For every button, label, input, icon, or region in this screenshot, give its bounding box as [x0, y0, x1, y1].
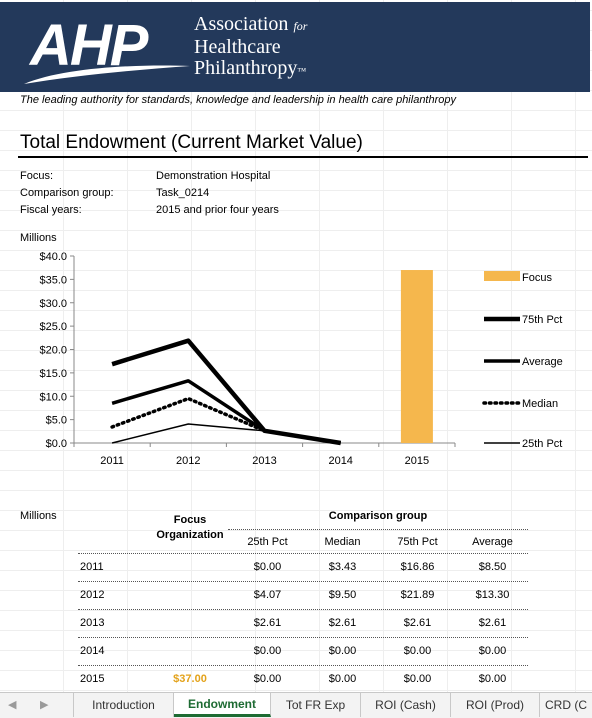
row-year: 2011: [80, 561, 104, 573]
focus-org-header: Focus Organization: [150, 513, 230, 543]
y-tick-label: $20.0: [39, 345, 67, 357]
x-tick-label: 2015: [405, 455, 429, 467]
row-divider: [78, 665, 528, 666]
legend-label-75th-pct: 75th Pct: [522, 314, 562, 326]
meta-focus-label: Focus:: [20, 170, 54, 182]
scroll-tabs-right-icon[interactable]: ▶: [40, 699, 49, 711]
comparison-value: $0.00: [403, 645, 432, 657]
y-tick-label: $15.0: [39, 368, 67, 380]
comparison-value: $8.50: [478, 561, 507, 573]
page-title: Total Endowment (Current Market Value): [20, 132, 363, 153]
comparison-value: $16.86: [400, 561, 435, 573]
legend-label-focus: Focus: [522, 272, 552, 284]
focus-header-line-2: Organization: [156, 529, 224, 541]
comparison-value: $0.00: [328, 645, 357, 657]
row-divider: [78, 609, 528, 610]
series-line-25th-pct: [111, 423, 341, 444]
comparison-group-header: Comparison group: [328, 510, 428, 522]
table-units-label: Millions: [20, 510, 57, 522]
y-tick-label: $5.0: [46, 415, 67, 427]
y-tick-label: $35.0: [39, 274, 67, 286]
comparison-value: $2.61: [403, 617, 432, 629]
comparison-value: $0.00: [478, 645, 507, 657]
comparison-value: $0.00: [253, 673, 282, 685]
row-year: 2013: [80, 617, 105, 629]
y-tick-label: $25.0: [39, 321, 67, 333]
logo-tm: ™: [297, 66, 307, 76]
group-header-rule: [228, 529, 528, 530]
column-header: 25th Pct: [247, 536, 288, 548]
legend-label-average: Average: [522, 356, 563, 368]
row-divider: [78, 637, 528, 638]
logo-line-1: Association: [194, 13, 289, 35]
y-tick-label: $10.0: [39, 391, 67, 403]
row-year: 2015: [80, 673, 105, 685]
legend-label-median: Median: [522, 398, 558, 410]
row-year: 2014: [80, 645, 105, 657]
sheet-tab-introduction[interactable]: Introduction: [74, 693, 174, 717]
logo-line-2: Healthcare: [194, 36, 281, 58]
comparison-value: $2.61: [253, 617, 282, 629]
comparison-value: $2.61: [328, 617, 357, 629]
comparison-value: $3.43: [328, 561, 357, 573]
x-tick-label: 2011: [100, 455, 124, 467]
chart-units-label: Millions: [20, 232, 57, 244]
logo-line-1-for: for: [293, 19, 308, 33]
focus-header-line-1: Focus: [173, 514, 207, 526]
comparison-value: $21.89: [400, 589, 435, 601]
meta-years-label: Fiscal years:: [20, 204, 82, 216]
sheet-tab-tot-fr-exp[interactable]: Tot FR Exp: [271, 693, 361, 717]
legend-label-25th-pct: 25th Pct: [522, 438, 562, 450]
comparison-value: $0.00: [253, 561, 282, 573]
comparison-value: $0.00: [478, 673, 507, 685]
logo-letters: AHP: [30, 13, 148, 78]
row-divider: [78, 581, 528, 582]
comparison-value: $0.00: [403, 673, 432, 685]
ahp-logo: AHP Association for Healthcare Philanthr…: [22, 12, 352, 88]
spreadsheet-grid: [0, 0, 592, 692]
column-header: 75th Pct: [397, 536, 438, 548]
meta-focus-value: Demonstration Hospital: [156, 170, 271, 182]
tab-divider: [73, 693, 74, 717]
y-tick-label: $30.0: [39, 298, 67, 310]
row-year: 2012: [80, 589, 105, 601]
y-tick-label: $0.0: [46, 438, 67, 450]
comparison-value: $4.07: [253, 589, 282, 601]
sheet-tab-roi-cash[interactable]: ROI (Cash): [361, 693, 451, 717]
column-header: Median: [324, 536, 361, 548]
title-rule: [18, 156, 588, 158]
x-tick-label: 2012: [176, 455, 200, 467]
focus-value: $37.00: [173, 673, 207, 685]
logo-wordmark: Association for Healthcare Philanthropy™: [194, 14, 307, 82]
sheet-tab-bar: ◀ ▶ Introduction Endowment Tot FR Exp ROI (…: [0, 692, 592, 718]
comparison-value: $2.61: [478, 617, 507, 629]
sheet-tab-crd-c[interactable]: CRD (C: [540, 693, 592, 717]
meta-group-label: Comparison group:: [20, 187, 114, 199]
ahp-banner: AHP Association for Healthcare Philanthr…: [0, 2, 590, 92]
y-tick-label: $40.0: [39, 251, 67, 263]
comparison-value: $0.00: [328, 673, 357, 685]
tagline: The leading authority for standards, kno…: [20, 94, 457, 106]
scroll-tabs-left-icon[interactable]: ◀: [8, 699, 17, 711]
comparison-value: $13.30: [475, 589, 510, 601]
sheet-tab-endowment[interactable]: Endowment: [174, 693, 271, 717]
logo-line-3: Philanthropy: [194, 57, 298, 79]
endowment-chart: $0.0 $5.0 $10.0 $15.0 $20.0 $25.0 $30.0 $35.0 $4…: [39, 251, 563, 467]
row-divider: [78, 553, 528, 554]
x-tick-label: 2014: [328, 455, 352, 467]
focus-bar: [400, 270, 433, 443]
comparison-value: $9.50: [328, 589, 357, 601]
comparison-value: $0.00: [253, 645, 282, 657]
legend-swatch-focus: [484, 271, 520, 281]
meta-group-value: Task_0214: [156, 187, 210, 199]
column-header: Average: [472, 536, 513, 548]
meta-years-value: 2015 and prior four years: [156, 204, 279, 216]
logo-swoosh-icon: [24, 65, 190, 84]
sheet-tab-roi-prod[interactable]: ROI (Prod): [451, 693, 540, 717]
x-tick-label: 2013: [252, 455, 276, 467]
